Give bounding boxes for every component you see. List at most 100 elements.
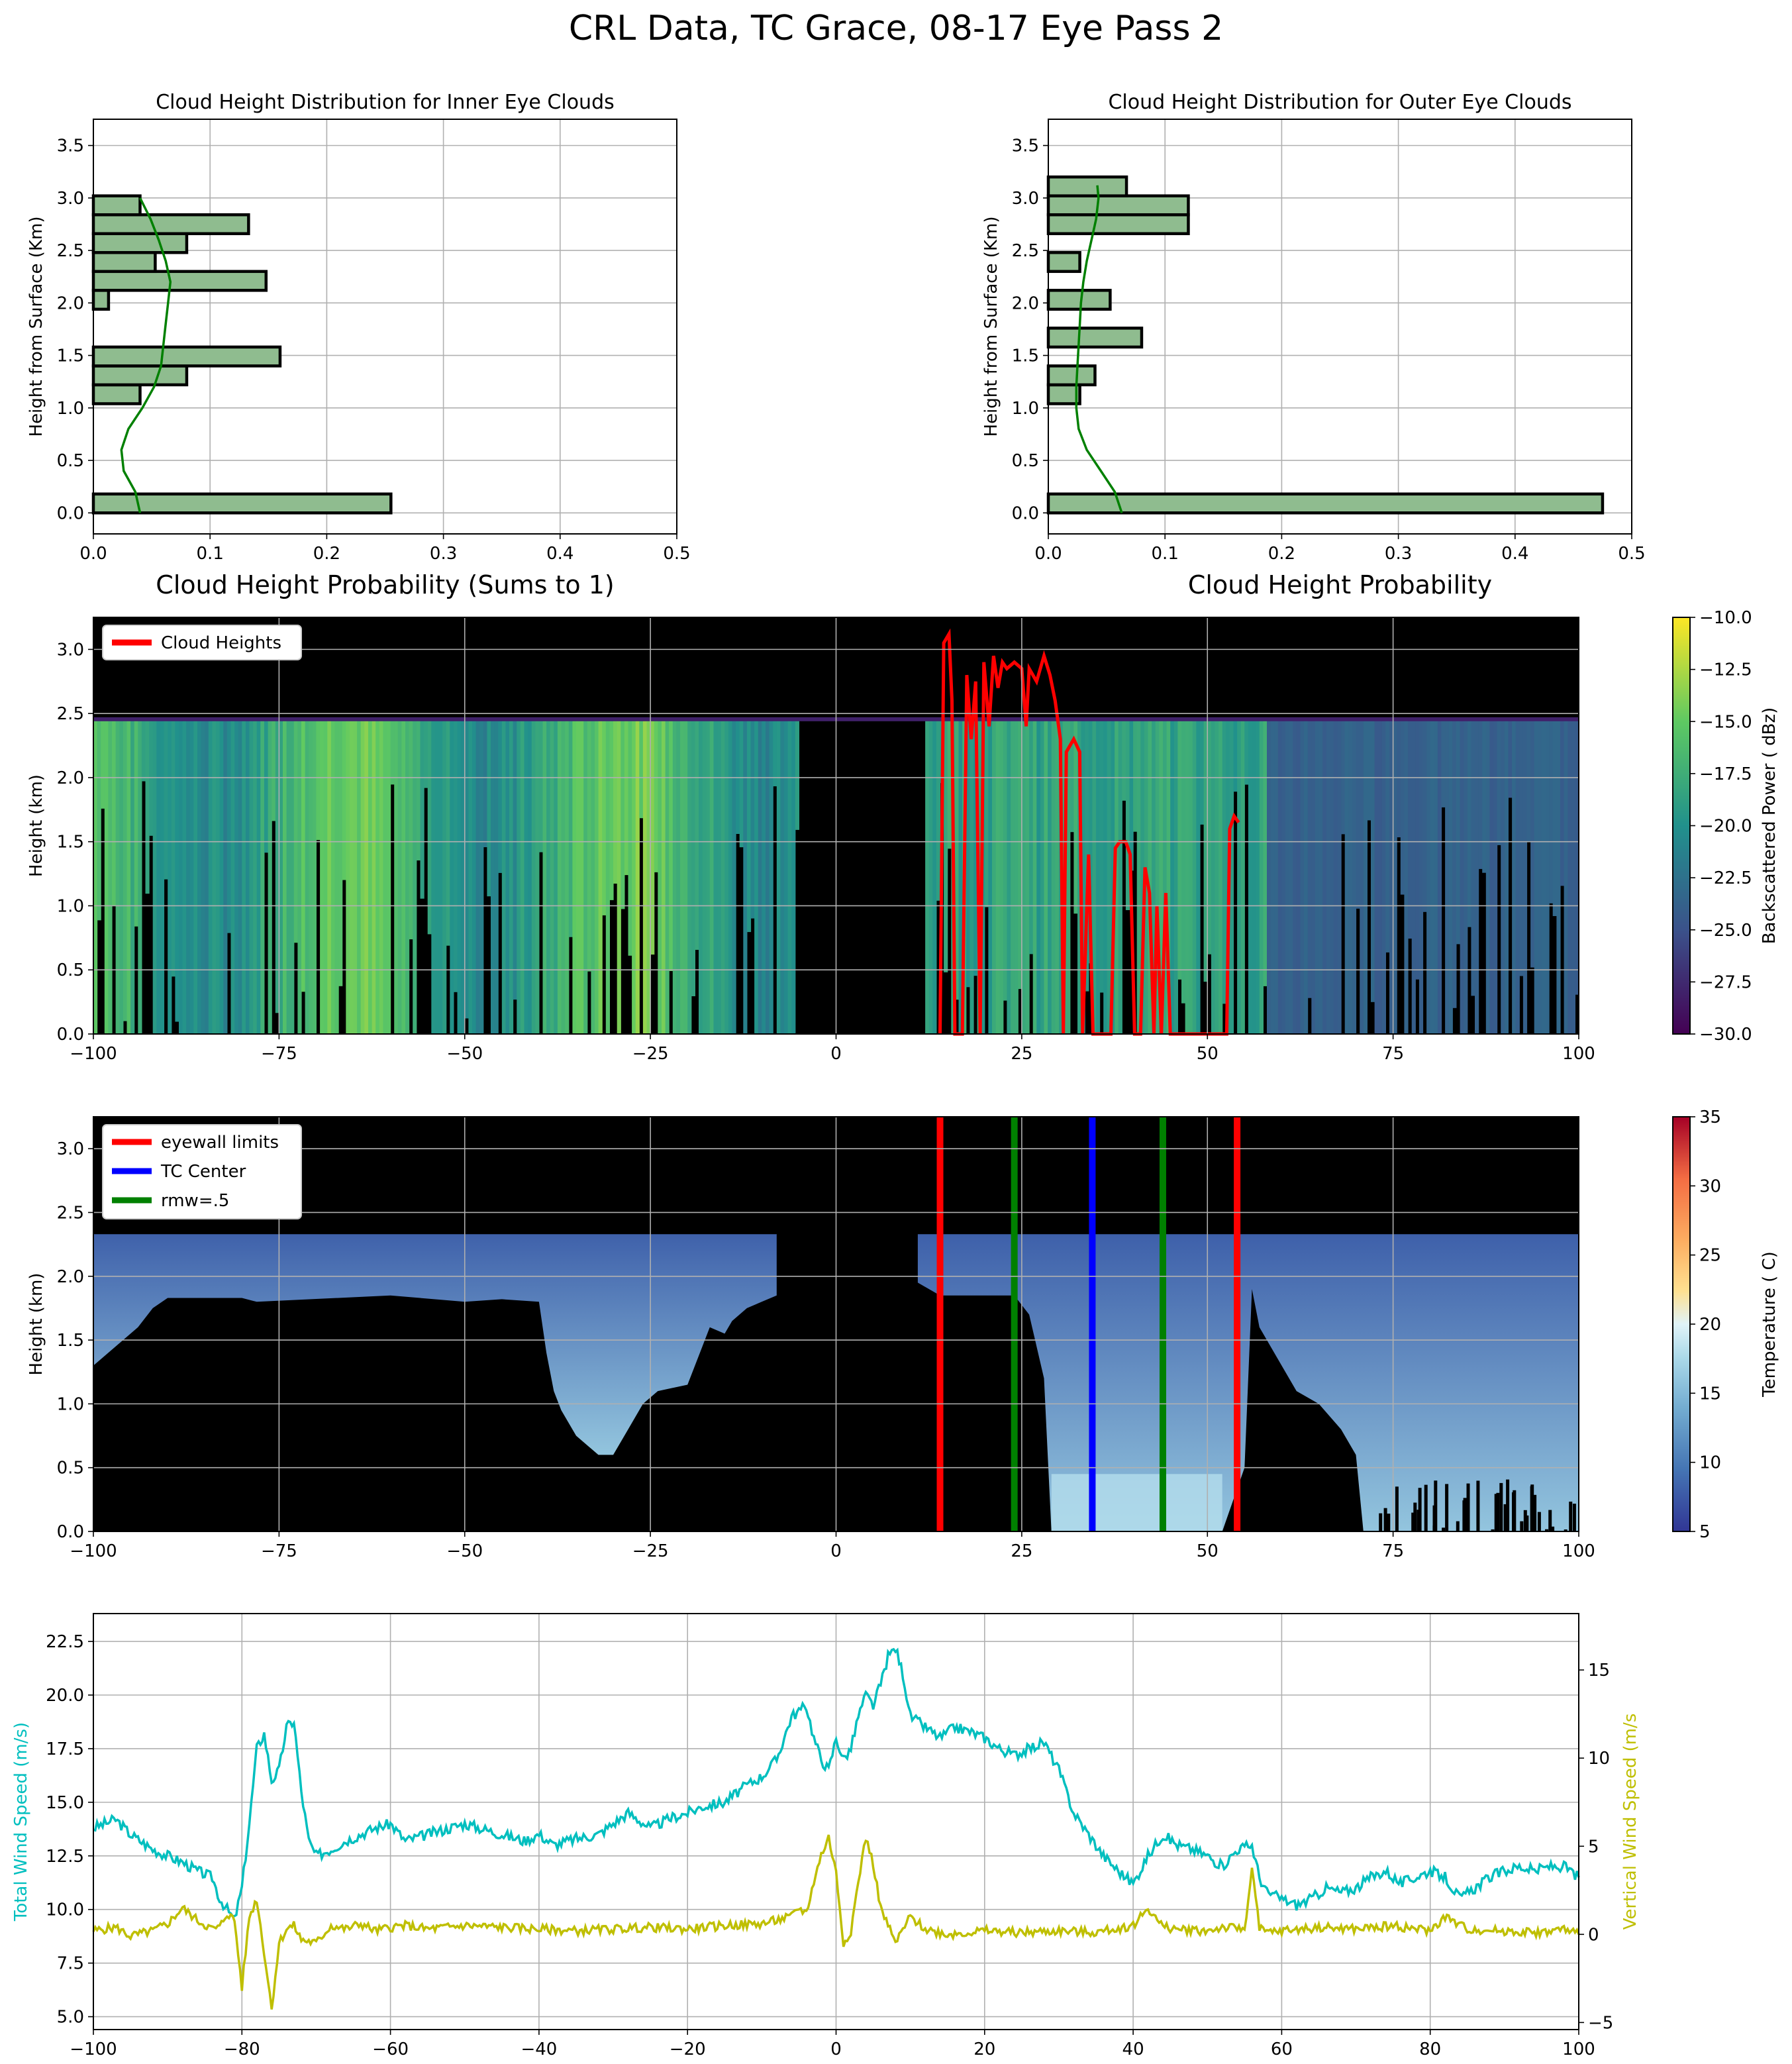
left-y-axis-label: Total Wind Speed (m/s): [11, 1722, 31, 1922]
heatmap-column: [1501, 719, 1505, 1034]
ground-spike: [1537, 1512, 1541, 1531]
heatmap-column: [450, 719, 454, 1034]
heatmap-column: [787, 719, 792, 1034]
heatmap-column: [1189, 719, 1193, 1034]
heatmap-column: [676, 719, 681, 1034]
y-tick-label: 0.5: [1012, 451, 1039, 471]
heatmap-column: [1445, 719, 1450, 1034]
histogram-bar: [91, 232, 189, 254]
heatmap-column: [1115, 719, 1119, 1034]
histogram-bar: [1046, 289, 1112, 311]
ground-spike: [1462, 1500, 1466, 1531]
y-axis-label: Height (km): [26, 1273, 46, 1376]
histogram-bar: [91, 194, 142, 217]
left-y-tick-label: 17.5: [46, 1739, 84, 1759]
heatmap-column: [134, 719, 138, 927]
heatmap-column: [238, 719, 242, 1034]
y-axis-label: Height (km): [26, 774, 46, 877]
heatmap-column: [1029, 719, 1034, 955]
heatmap-column: [925, 719, 930, 1034]
heatmap-column: [1404, 719, 1409, 1034]
histogram-bar: [1046, 194, 1190, 217]
left-y-tick-label: 20.0: [46, 1686, 84, 1706]
heatmap-column: [279, 719, 283, 1034]
colorbar-bar: [1672, 617, 1691, 1035]
colorbar-tick-label: 5: [1699, 1522, 1711, 1542]
heatmap-column: [364, 719, 369, 1034]
colorbar-tick-label: −15.0: [1699, 712, 1752, 732]
heatmap-column: [1140, 719, 1145, 1034]
heatmap-column: [1571, 719, 1575, 1034]
heatmap-column: [683, 719, 688, 1034]
heatmap-column: [141, 719, 146, 782]
heatmap-column: [330, 719, 336, 1034]
colorbar-tick-label: −25.0: [1699, 921, 1752, 941]
ground-spike: [1545, 1529, 1548, 1531]
heatmap-column: [932, 719, 937, 1034]
heatmap-column: [104, 719, 109, 1034]
heatmap-column: [995, 719, 1000, 1034]
heatmap-column: [123, 719, 128, 1021]
y-tick-label: 2.0: [57, 768, 84, 788]
heatmap-column: [958, 719, 963, 1034]
heatmap-column: [119, 719, 124, 1034]
right-y-tick-label: 10: [1588, 1749, 1610, 1769]
y-tick-label: 1.5: [57, 833, 84, 852]
ground-spike: [1512, 1492, 1515, 1531]
ground-spike: [1530, 1484, 1534, 1531]
heatmap-column: [301, 719, 306, 992]
heatmap-column: [1233, 719, 1238, 792]
heatmap-column: [736, 719, 740, 834]
right-y-tick-label: 0: [1588, 1925, 1599, 1945]
legend-box: [102, 1124, 302, 1219]
heatmap-column: [947, 719, 952, 849]
x-tick-label: −25: [632, 1541, 669, 1561]
heatmap-column: [795, 719, 799, 830]
histogram-bar: [91, 364, 189, 387]
x-tick-label: 0.1: [1152, 544, 1179, 564]
heatmap-column: [944, 719, 948, 972]
heatmap-column: [1434, 719, 1438, 1034]
heatmap-column: [464, 719, 469, 1019]
x-tick-label: −60: [372, 2039, 409, 2059]
heatmap-column: [1267, 719, 1271, 1034]
colorbar-tick-label: −12.5: [1699, 660, 1752, 680]
heatmap-column: [1025, 719, 1030, 1034]
heatmap-column: [309, 719, 313, 1034]
heatmap-column: [538, 719, 544, 852]
colorbar-tick-label: −20.0: [1699, 817, 1752, 837]
left-y-tick-label: 10.0: [46, 1900, 84, 1920]
ground-spike: [1434, 1480, 1438, 1531]
figure-title: CRL Data, TC Grace, 08-17 Eye Pass 2: [569, 9, 1223, 48]
heatmap-column: [1371, 719, 1375, 1002]
x-tick-label: 100: [1562, 2039, 1595, 2059]
heatmap-column: [728, 719, 733, 1034]
ground-spike: [1387, 1514, 1391, 1531]
heatmap-column: [1560, 719, 1565, 886]
y-tick-label: 1.0: [57, 1394, 84, 1414]
heatmap-column: [1564, 719, 1568, 1034]
heatmap-column: [1575, 719, 1579, 995]
heatmap-column: [223, 719, 228, 1034]
y-tick-label: 2.0: [1012, 293, 1039, 313]
colorbar-tick-label: −30.0: [1699, 1025, 1752, 1045]
heatmap-column: [605, 719, 610, 1034]
heatmap-column: [1381, 719, 1386, 1034]
heatmap-column: [1460, 719, 1464, 1034]
heatmap-column: [283, 719, 287, 1034]
heatmap-column: [1215, 719, 1219, 1034]
heatmap-column: [724, 719, 729, 1034]
heatmap-column: [290, 719, 295, 1034]
heatmap-column: [576, 719, 581, 1034]
heatmap-column: [1219, 719, 1223, 1034]
legend-label: rmw=.5: [161, 1191, 229, 1211]
heatmap-column: [1207, 719, 1212, 955]
heatmap-column: [1296, 719, 1301, 1034]
x-tick-label: −20: [670, 2039, 706, 2059]
heatmap-column: [338, 719, 343, 986]
heatmap-column: [954, 719, 960, 1000]
heatmap-column: [1426, 719, 1431, 1034]
heatmap-column: [375, 719, 380, 1034]
y-tick-label: 1.0: [57, 896, 84, 916]
heatmap-column: [746, 719, 752, 933]
